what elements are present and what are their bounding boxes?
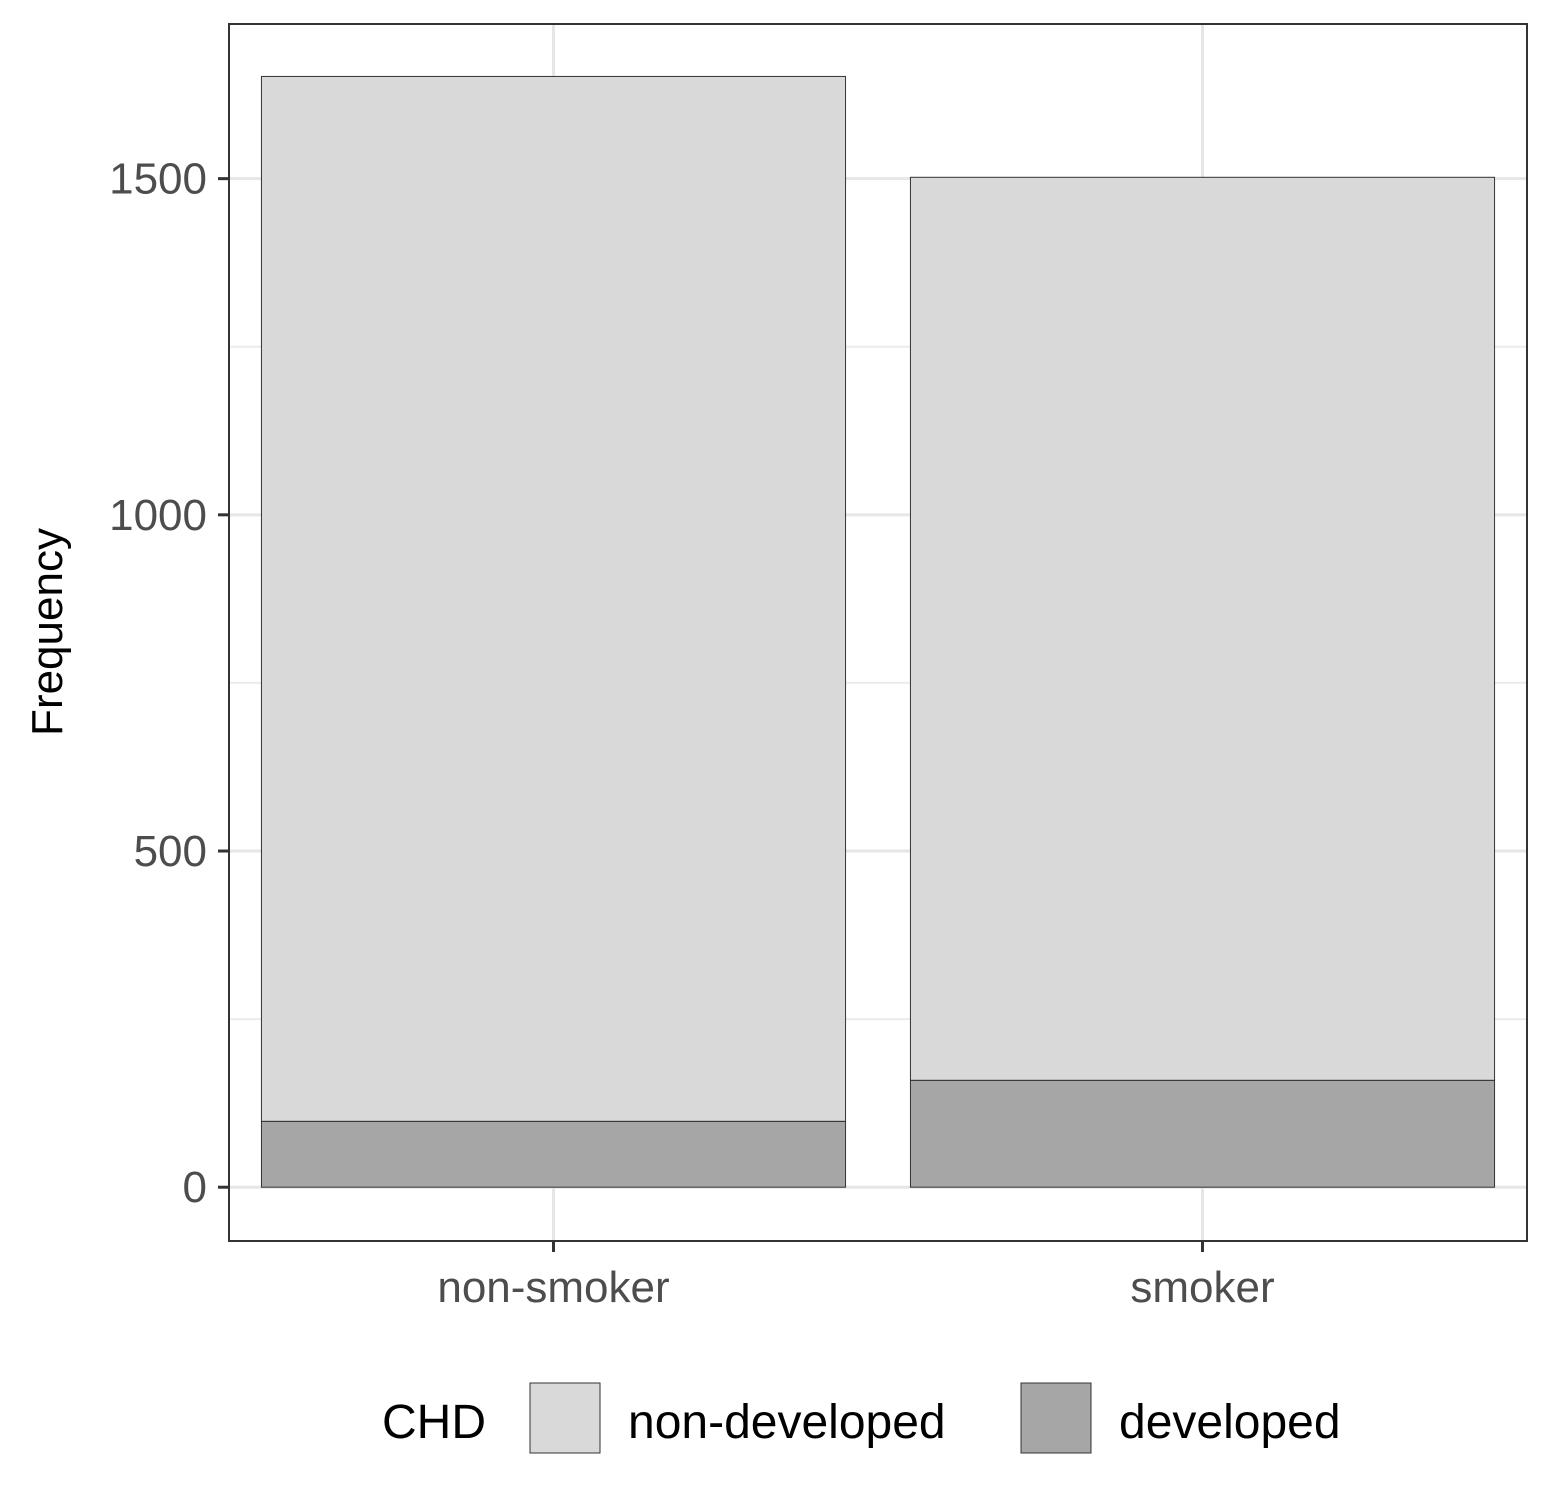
- y-tick-label: 1500: [109, 155, 207, 204]
- y-tick-label: 0: [183, 1163, 207, 1212]
- bars: [260, 75, 1496, 1188]
- bar-non-developed-non-smoker: [260, 75, 847, 1122]
- legend-key-developed: [1020, 1382, 1092, 1454]
- legend: CHD non-developed developed: [382, 1382, 1341, 1454]
- y-tick-label: 1000: [109, 491, 207, 540]
- y-tick-label: 500: [134, 827, 207, 876]
- legend-label-non-developed: non-developed: [628, 1396, 946, 1449]
- bar-developed-smoker: [909, 1079, 1496, 1188]
- legend-key-non-developed: [529, 1382, 601, 1454]
- x-tick-label: smoker: [1130, 1263, 1274, 1312]
- legend-label-developed: developed: [1119, 1396, 1341, 1449]
- x-tick-label: non-smoker: [437, 1263, 669, 1312]
- y-axis-title: Frequency: [23, 528, 72, 736]
- y-axis: 0 500 1000 1500: [109, 155, 229, 1212]
- plot-panel-border: [228, 23, 1528, 1242]
- x-axis: non-smoker smoker: [437, 1241, 1275, 1312]
- legend-title: CHD: [382, 1396, 486, 1449]
- bar-developed-non-smoker: [260, 1120, 847, 1188]
- bar-non-developed-smoker: [909, 176, 1496, 1081]
